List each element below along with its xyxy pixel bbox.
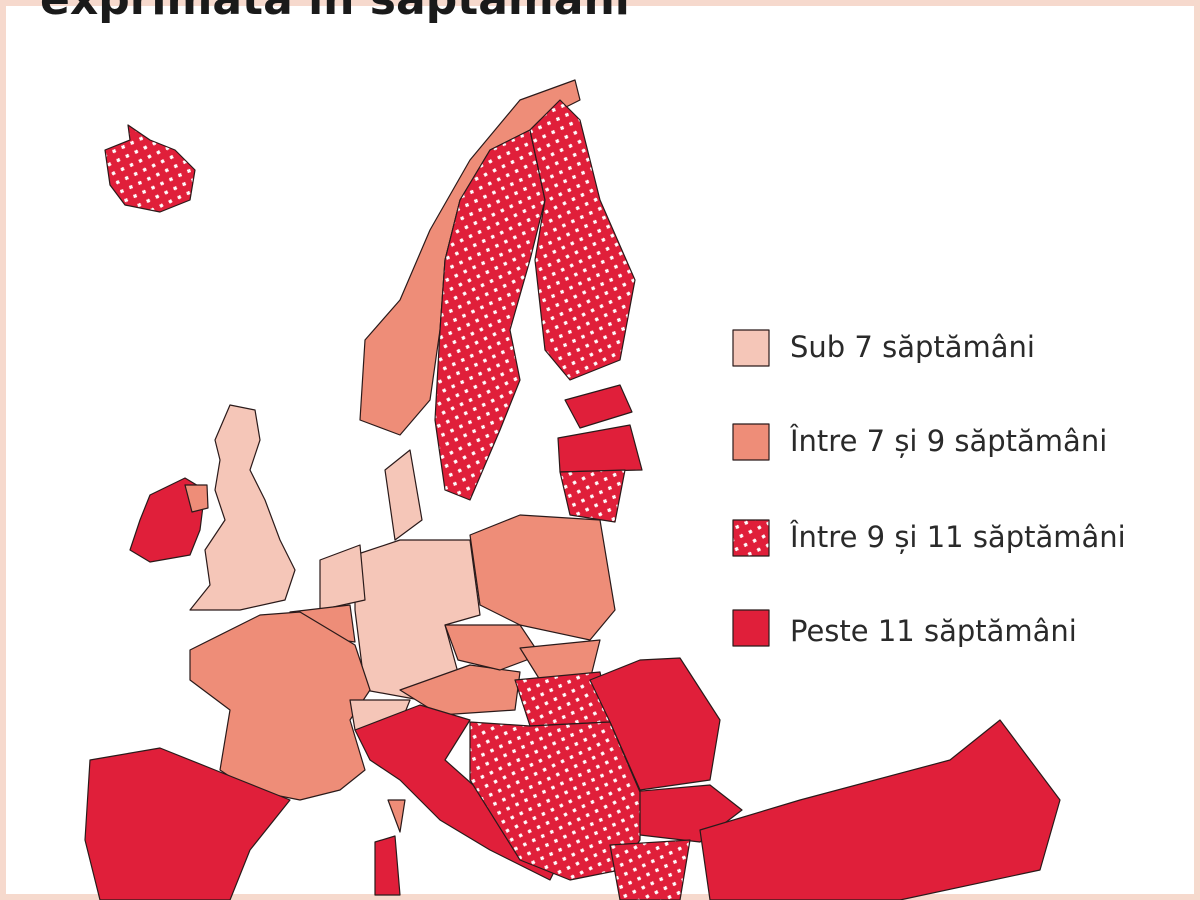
greece — [609, 839, 691, 900]
latvia — [557, 424, 643, 473]
great-britain — [189, 404, 296, 611]
legend-label: Peste 11 săptămâni — [790, 614, 1077, 648]
poland — [469, 514, 616, 641]
finland — [529, 99, 636, 381]
title: exprimată în săptămâni — [40, 0, 630, 25]
legend-swatch — [732, 609, 770, 647]
legend: Sub 7 săptămâni Între 7 și 9 săptămâni Î… — [732, 329, 1126, 648]
legend-swatch — [732, 423, 770, 461]
denmark — [384, 449, 423, 541]
germany — [354, 539, 481, 701]
legend-swatch — [732, 329, 770, 367]
netherlands — [319, 544, 366, 611]
legend-label: Între 7 și 9 săptămâni — [789, 424, 1107, 458]
legend-label: Sub 7 săptămâni — [790, 330, 1035, 364]
sweden — [434, 129, 546, 501]
lithuania — [559, 469, 626, 523]
ireland — [129, 477, 206, 563]
northern-ireland — [184, 484, 209, 513]
iceland — [104, 124, 196, 213]
czechia — [444, 624, 541, 671]
legend-swatch — [732, 519, 770, 557]
france — [189, 611, 371, 801]
sardinia — [374, 835, 401, 896]
legend-label: Între 9 și 11 săptămâni — [789, 520, 1126, 554]
iberia — [84, 747, 291, 900]
corsica — [387, 799, 406, 833]
turkey — [699, 719, 1061, 900]
map — [84, 79, 1061, 900]
estonia — [564, 384, 633, 429]
